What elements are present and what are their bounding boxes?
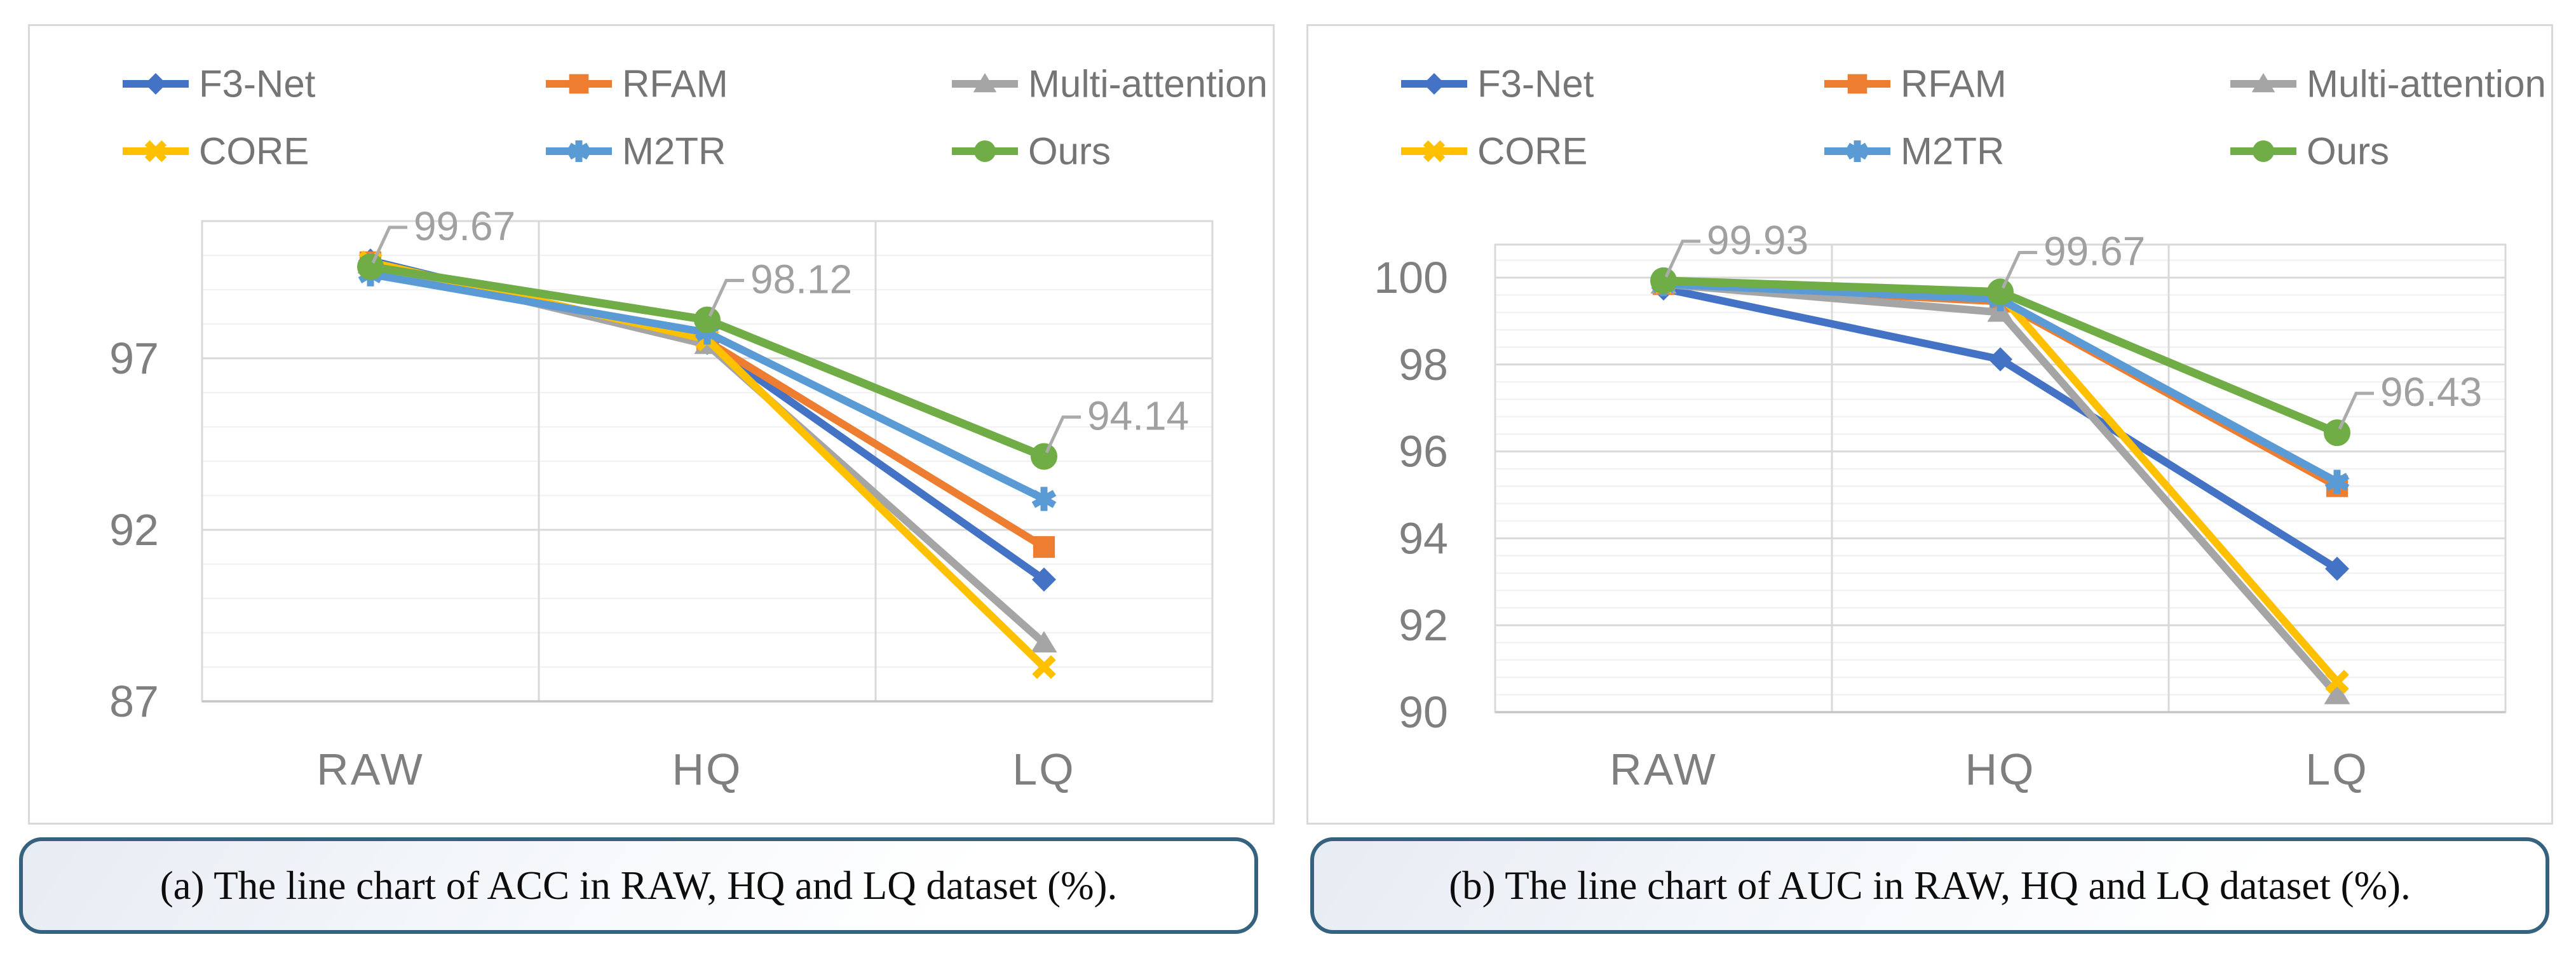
legend-item-F3-Net: F3-Net bbox=[123, 63, 316, 105]
marker-x bbox=[144, 140, 167, 163]
x-category-label: LQ bbox=[1012, 745, 1075, 794]
marker-asterisk bbox=[1846, 140, 1869, 162]
x-category-label: HQ bbox=[672, 745, 743, 794]
y-tick-label: 98 bbox=[1399, 340, 1448, 389]
acc-line-chart: 97 92 87 RAW HQ LQ 99.67 98.12 94.14 F3-Net RFAM Mu… bbox=[109, 63, 1268, 795]
auc-chart-panel: 100 98 96 94 92 90 RAW HQ LQ 99.93 99.67 96.43 F3-Ne… bbox=[1306, 24, 2553, 825]
marker-circle bbox=[2253, 140, 2274, 162]
legend: F3-Net RFAM Multi-attention CORE M2TR Ours bbox=[1401, 63, 2546, 173]
data-label: 99.93 bbox=[1707, 217, 1808, 263]
y-axis-tick-labels: 97 92 87 bbox=[109, 334, 159, 726]
marker-circle bbox=[357, 253, 384, 280]
marker-circle bbox=[1650, 267, 1677, 294]
x-category-label: RAW bbox=[1610, 745, 1718, 794]
marker-x bbox=[1423, 140, 1446, 163]
marker-circle bbox=[694, 306, 721, 334]
marker-diamond bbox=[145, 73, 166, 95]
legend-item-RFAM: RFAM bbox=[546, 63, 728, 105]
y-tick-label: 90 bbox=[1399, 687, 1448, 737]
legend-item-Ours: Ours bbox=[2230, 130, 2389, 173]
legend-label: Ours bbox=[1028, 130, 1111, 173]
marker-circle bbox=[2324, 419, 2350, 447]
gridlines bbox=[201, 220, 1214, 703]
data-label: 99.67 bbox=[2044, 229, 2145, 274]
marker-asterisk bbox=[567, 140, 590, 162]
marker-x bbox=[1032, 655, 1056, 679]
legend-item-CORE: CORE bbox=[1401, 130, 1587, 173]
legend-label: Ours bbox=[2307, 130, 2389, 173]
marker-triangle bbox=[2324, 682, 2350, 705]
legend-label: M2TR bbox=[622, 130, 726, 173]
marker-square bbox=[569, 74, 589, 94]
series-Multi-attention bbox=[1650, 272, 2350, 705]
caption-auc: (b) The line chart of AUC in RAW, HQ and… bbox=[1310, 837, 2549, 934]
legend-item-Multi-attention: Multi-attention bbox=[952, 63, 1268, 105]
legend-label: RFAM bbox=[1901, 63, 2007, 105]
caption-acc: (a) The line chart of ACC in RAW, HQ and… bbox=[19, 837, 1258, 934]
marker-asterisk bbox=[2324, 469, 2350, 494]
legend: F3-Net RFAM Multi-attention CORE M2TR Ours bbox=[123, 63, 1268, 173]
y-axis-tick-labels: 100 98 96 94 92 90 bbox=[1374, 253, 1448, 737]
marker-diamond bbox=[1032, 567, 1056, 592]
marker-asterisk bbox=[1031, 487, 1057, 511]
marker-diamond bbox=[1988, 347, 2012, 372]
auc-line-chart: 100 98 96 94 92 90 RAW HQ LQ 99.93 99.67 96.43 F3-Ne… bbox=[1374, 63, 2546, 795]
x-category-label: RAW bbox=[316, 745, 424, 794]
marker-triangle bbox=[1031, 631, 1057, 653]
y-tick-label: 94 bbox=[1399, 513, 1448, 563]
legend-item-Multi-attention: Multi-attention bbox=[2230, 63, 2546, 105]
legend-item-Ours: Ours bbox=[952, 130, 1111, 173]
data-label: 99.67 bbox=[414, 203, 515, 249]
data-label-annotations: 99.93 99.67 96.43 bbox=[1664, 217, 2482, 430]
marker-square bbox=[1033, 536, 1055, 558]
legend-item-M2TR: M2TR bbox=[546, 130, 726, 173]
marker-circle bbox=[1987, 278, 2014, 306]
caption-auc-text: (b) The line chart of AUC in RAW, HQ and… bbox=[1449, 863, 2411, 908]
legend-label: F3-Net bbox=[1477, 63, 1594, 105]
legend-item-M2TR: M2TR bbox=[1824, 130, 2004, 173]
caption-acc-text: (a) The line chart of ACC in RAW, HQ and… bbox=[159, 863, 1118, 908]
legend-label: Multi-attention bbox=[1028, 63, 1268, 105]
y-tick-label: 100 bbox=[1374, 253, 1448, 302]
y-tick-label: 92 bbox=[109, 505, 159, 555]
legend-label: Multi-attention bbox=[2307, 63, 2546, 105]
data-label: 94.14 bbox=[1087, 393, 1189, 438]
legend-label: M2TR bbox=[1901, 130, 2004, 173]
y-tick-label: 87 bbox=[109, 677, 159, 726]
legend-label: RFAM bbox=[622, 63, 728, 105]
marker-triangle bbox=[973, 73, 997, 93]
data-label: 96.43 bbox=[2380, 369, 2482, 415]
legend-item-RFAM: RFAM bbox=[1824, 63, 2007, 105]
marker-x bbox=[2325, 670, 2349, 694]
series-Ours bbox=[1650, 267, 2350, 447]
series-CORE bbox=[1651, 270, 2349, 694]
marker-square bbox=[1847, 74, 1868, 94]
y-tick-label: 92 bbox=[1399, 600, 1448, 650]
acc-chart-panel: 97 92 87 RAW HQ LQ 99.67 98.12 94.14 F3-Net RFAM Mu… bbox=[28, 24, 1275, 825]
legend-label: F3-Net bbox=[199, 63, 316, 105]
data-label: 98.12 bbox=[750, 257, 852, 302]
x-axis-category-labels: RAW HQ LQ bbox=[316, 745, 1075, 794]
y-tick-label: 96 bbox=[1399, 427, 1448, 476]
legend-label: CORE bbox=[199, 130, 309, 173]
data-label-annotations: 99.67 98.12 94.14 bbox=[371, 203, 1189, 454]
legend-label: CORE bbox=[1477, 130, 1587, 173]
x-axis-category-labels: RAW HQ LQ bbox=[1610, 745, 2368, 794]
x-category-label: HQ bbox=[1965, 745, 2036, 794]
y-tick-label: 97 bbox=[109, 334, 159, 383]
series-M2TR bbox=[358, 262, 1057, 511]
legend-item-F3-Net: F3-Net bbox=[1401, 63, 1594, 105]
marker-circle bbox=[974, 140, 996, 162]
marker-triangle bbox=[2251, 73, 2275, 93]
x-category-label: LQ bbox=[2305, 745, 2368, 794]
marker-diamond bbox=[1423, 73, 1445, 95]
marker-circle bbox=[1031, 443, 1057, 470]
legend-item-CORE: CORE bbox=[123, 130, 309, 173]
marker-diamond bbox=[2325, 557, 2349, 581]
series-Ours bbox=[357, 253, 1057, 470]
